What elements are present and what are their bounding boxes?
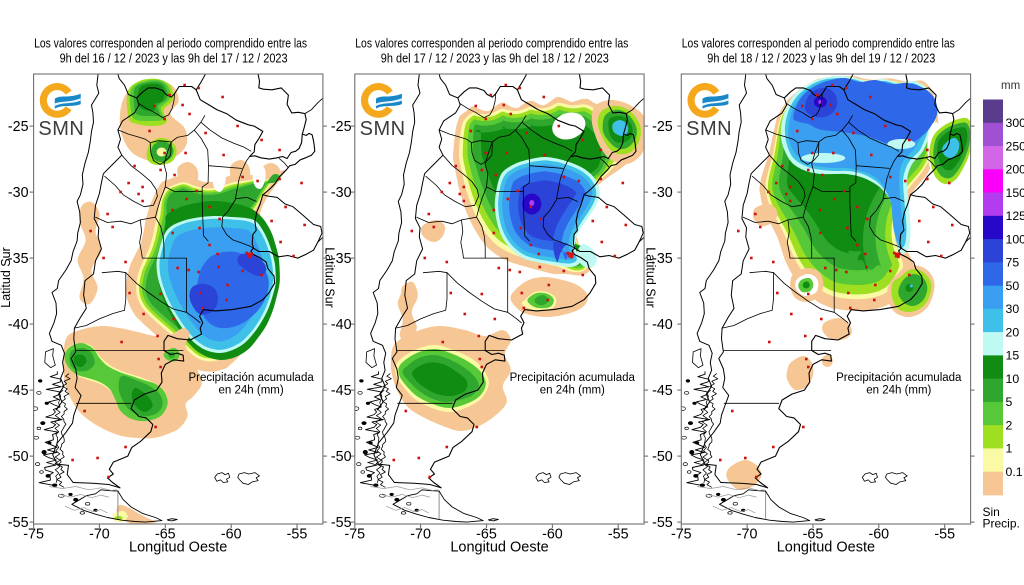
svg-text:Precipitación acumulada: Precipitación acumulada [188, 372, 314, 384]
svg-text:30: 30 [1006, 302, 1020, 316]
svg-text:-25: -25 [8, 119, 29, 135]
svg-text:5: 5 [1006, 395, 1013, 409]
svg-text:150: 150 [1006, 186, 1024, 200]
svg-text:-40: -40 [331, 317, 352, 333]
svg-text:en 24h (mm): en 24h (mm) [540, 385, 605, 397]
svg-text:-60: -60 [868, 527, 889, 543]
svg-text:Los valores corresponden al pe: Los valores corresponden al periodo comp… [34, 37, 307, 51]
svg-text:-55: -55 [287, 527, 308, 543]
svg-text:Latitud Sur: Latitud Sur [644, 247, 658, 307]
svg-text:Precipitación acumulada: Precipitación acumulada [510, 372, 636, 384]
svg-text:-50: -50 [652, 449, 673, 465]
svg-text:-45: -45 [652, 383, 673, 399]
svg-text:9h del 18 / 12 / 2023 y las 9: 9h del 18 / 12 / 2023 y las 9h del 19 / … [707, 52, 935, 66]
svg-text:0.1: 0.1 [1006, 465, 1023, 479]
svg-text:-45: -45 [331, 383, 352, 399]
svg-text:125: 125 [1006, 209, 1024, 223]
svg-text:-65: -65 [803, 527, 824, 543]
svg-text:-45: -45 [8, 383, 29, 399]
svg-text:-50: -50 [331, 449, 352, 465]
svg-text:-30: -30 [8, 185, 29, 201]
svg-text:-30: -30 [652, 185, 673, 201]
svg-text:Sin: Sin [983, 505, 1000, 519]
svg-text:20: 20 [1006, 325, 1020, 339]
svg-text:-65: -65 [476, 527, 497, 543]
svg-text:-50: -50 [8, 449, 29, 465]
svg-text:9h del 16 / 12 / 2023 y las 9: 9h del 16 / 12 / 2023 y las 9h del 17 / … [60, 52, 288, 66]
svg-text:100: 100 [1006, 232, 1024, 246]
svg-text:-65: -65 [155, 527, 176, 543]
svg-text:-40: -40 [8, 317, 29, 333]
svg-text:200: 200 [1006, 163, 1024, 177]
svg-text:-75: -75 [671, 527, 692, 543]
svg-text:en 24h (mm): en 24h (mm) [219, 385, 284, 397]
svg-text:-30: -30 [331, 185, 352, 201]
svg-text:300: 300 [1006, 116, 1024, 130]
svg-text:15: 15 [1006, 349, 1020, 363]
svg-text:75: 75 [1006, 256, 1020, 270]
svg-text:Los valores corresponden al pe: Los valores corresponden al periodo comp… [682, 37, 955, 51]
svg-text:-75: -75 [344, 527, 365, 543]
svg-text:-55: -55 [331, 515, 352, 531]
svg-text:10: 10 [1006, 372, 1020, 386]
svg-text:250: 250 [1006, 139, 1024, 153]
svg-text:-25: -25 [652, 119, 673, 135]
svg-text:-40: -40 [652, 317, 673, 333]
svg-text:Longitud Oeste: Longitud Oeste [450, 540, 548, 556]
svg-text:2: 2 [1006, 418, 1013, 432]
svg-text:-60: -60 [542, 527, 563, 543]
svg-text:-35: -35 [652, 251, 673, 267]
svg-text:1: 1 [1006, 442, 1013, 456]
svg-text:-60: -60 [221, 527, 242, 543]
svg-text:-55: -55 [8, 515, 29, 531]
svg-text:Longitud Oeste: Longitud Oeste [129, 540, 227, 556]
svg-text:-55: -55 [652, 515, 673, 531]
svg-text:mm: mm [1001, 80, 1020, 92]
svg-text:Los valores corresponden al pe: Los valores corresponden al periodo comp… [355, 37, 628, 51]
svg-text:-70: -70 [89, 527, 110, 543]
svg-text:-55: -55 [934, 527, 955, 543]
svg-text:-25: -25 [331, 119, 352, 135]
svg-text:Longitud Oeste: Longitud Oeste [777, 540, 875, 556]
svg-text:Latitud Sur: Latitud Sur [322, 247, 336, 307]
svg-text:9h del 17 / 12 / 2023 y las 9: 9h del 17 / 12 / 2023 y las 9h del 18 / … [381, 52, 609, 66]
svg-text:50: 50 [1006, 279, 1020, 293]
svg-text:-70: -70 [410, 527, 431, 543]
svg-text:-70: -70 [737, 527, 758, 543]
svg-text:en 24h (mm): en 24h (mm) [866, 385, 931, 397]
svg-text:Precipitación acumulada: Precipitación acumulada [836, 372, 962, 384]
svg-text:Precip.: Precip. [983, 517, 1020, 531]
svg-text:Latitud Sur: Latitud Sur [0, 247, 13, 307]
svg-text:-35: -35 [8, 251, 29, 267]
svg-text:-55: -55 [608, 527, 629, 543]
svg-text:-35: -35 [331, 251, 352, 267]
svg-text:-75: -75 [23, 527, 44, 543]
